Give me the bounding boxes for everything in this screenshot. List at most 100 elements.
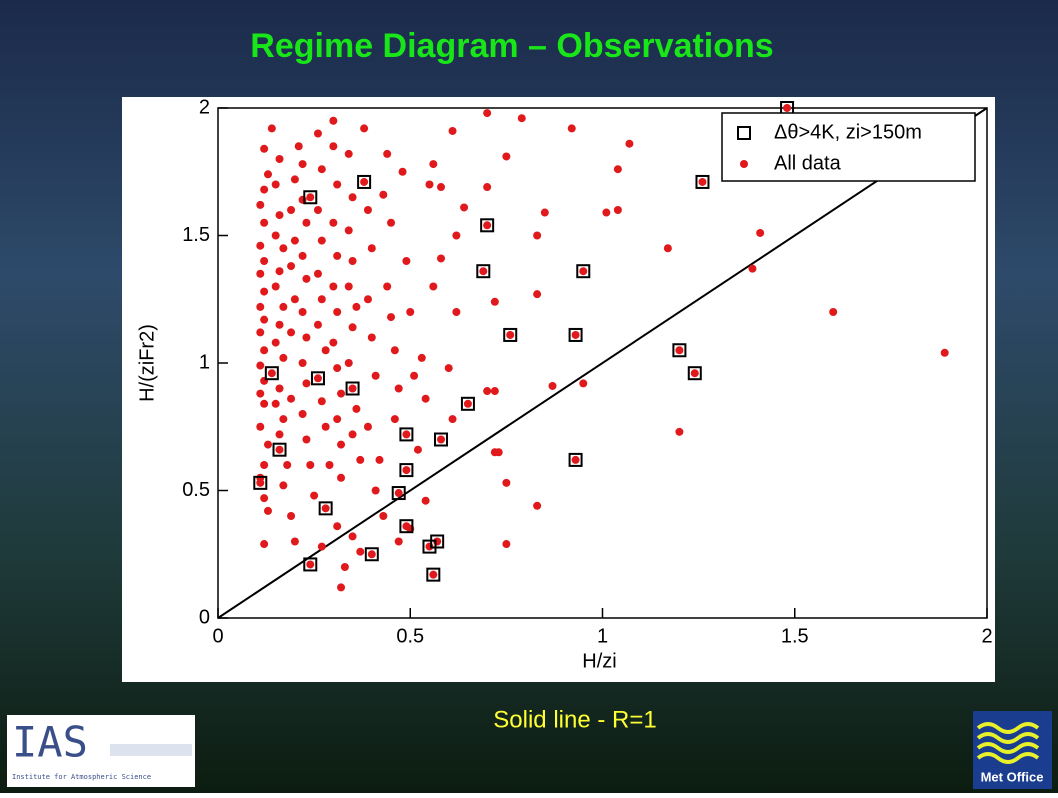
data-point <box>329 218 338 227</box>
data-point <box>325 461 334 469</box>
data-square <box>357 174 372 189</box>
data-point <box>413 445 422 454</box>
data-point <box>571 455 580 464</box>
data-point <box>313 129 322 138</box>
x-tick-label: 1 <box>597 625 608 647</box>
data-point <box>302 218 311 227</box>
data-square <box>568 452 583 467</box>
legend-label: All data <box>774 152 842 174</box>
data-point <box>460 203 469 212</box>
data-point <box>344 149 353 158</box>
data-point <box>317 295 326 304</box>
data-point <box>267 124 276 133</box>
data-point <box>271 338 280 347</box>
data-point <box>444 364 453 373</box>
data-point <box>271 282 280 291</box>
data-point <box>260 315 269 324</box>
data-point <box>567 124 576 133</box>
data-square <box>426 567 441 582</box>
data-square <box>303 190 318 205</box>
data-point <box>348 430 357 439</box>
data-square <box>480 218 495 233</box>
data-point <box>302 333 311 342</box>
x-axis-label: H/zi <box>582 650 616 672</box>
data-point <box>279 244 288 253</box>
data-point <box>698 177 707 186</box>
data-point <box>548 381 557 390</box>
data-point <box>287 328 296 337</box>
data-point <box>360 177 369 186</box>
data-point <box>348 323 357 332</box>
x-tick-label: 1.5 <box>781 625 809 647</box>
logo-bar <box>110 744 192 756</box>
reference-line <box>217 107 988 619</box>
data-point <box>267 369 276 378</box>
data-point <box>290 295 299 304</box>
data-square <box>399 427 414 442</box>
data-point <box>317 542 326 551</box>
data-point <box>571 330 580 339</box>
data-point <box>402 257 411 265</box>
data-point <box>367 550 376 559</box>
data-point <box>329 338 338 347</box>
data-point <box>533 501 542 510</box>
data-point <box>263 170 272 179</box>
data-point <box>394 384 403 393</box>
data-point <box>463 399 472 408</box>
data-point <box>829 308 838 316</box>
y-axis-label: H/(ziFr2) <box>136 324 158 402</box>
data-point <box>398 167 407 176</box>
data-square <box>568 327 583 342</box>
data-point <box>333 251 342 260</box>
data-point <box>317 165 326 174</box>
data-point <box>298 359 307 367</box>
logo-text: IAS <box>12 718 88 767</box>
data-point <box>317 397 326 406</box>
data-point <box>517 114 526 123</box>
data-point <box>313 269 322 278</box>
data-point <box>394 489 403 498</box>
data-point <box>256 200 265 209</box>
met-office-logo: Met Office <box>973 711 1052 789</box>
data-point <box>429 160 438 169</box>
data-square <box>253 475 268 490</box>
data-point <box>279 302 288 311</box>
data-point <box>406 308 415 316</box>
data-point <box>579 267 588 276</box>
x-tick-label: 0.5 <box>396 625 424 647</box>
data-point <box>306 560 315 569</box>
data-point <box>298 160 307 169</box>
data-point <box>402 430 411 439</box>
data-point <box>275 267 284 276</box>
data-point <box>367 244 376 253</box>
data-point <box>260 494 269 503</box>
data-point <box>337 583 346 592</box>
data-point <box>287 262 296 271</box>
data-square <box>503 327 518 342</box>
data-point <box>333 180 342 189</box>
logo-subtitle: Institute for Atmospheric Science <box>12 773 151 781</box>
data-point <box>379 512 388 520</box>
y-tick-label: 0.5 <box>182 479 210 501</box>
x-tick-label: 0 <box>212 625 223 647</box>
data-point <box>310 491 319 500</box>
data-point <box>279 415 288 424</box>
data-point <box>448 415 457 424</box>
data-point <box>387 218 396 227</box>
data-point <box>302 435 311 444</box>
logo-waves <box>976 722 1040 764</box>
ias-logo: IAS Institute for Atmospheric Science <box>7 715 195 787</box>
data-point <box>356 455 365 464</box>
data-point <box>375 455 384 464</box>
data-point <box>333 364 342 373</box>
legend-box <box>721 112 976 182</box>
data-point <box>483 221 492 230</box>
data-point <box>298 251 307 260</box>
data-point <box>502 478 511 487</box>
data-square <box>399 463 414 478</box>
data-point <box>390 415 399 424</box>
legend-marker <box>740 160 748 168</box>
data-point <box>421 394 430 403</box>
data-point <box>348 193 357 202</box>
data-square <box>272 442 287 457</box>
